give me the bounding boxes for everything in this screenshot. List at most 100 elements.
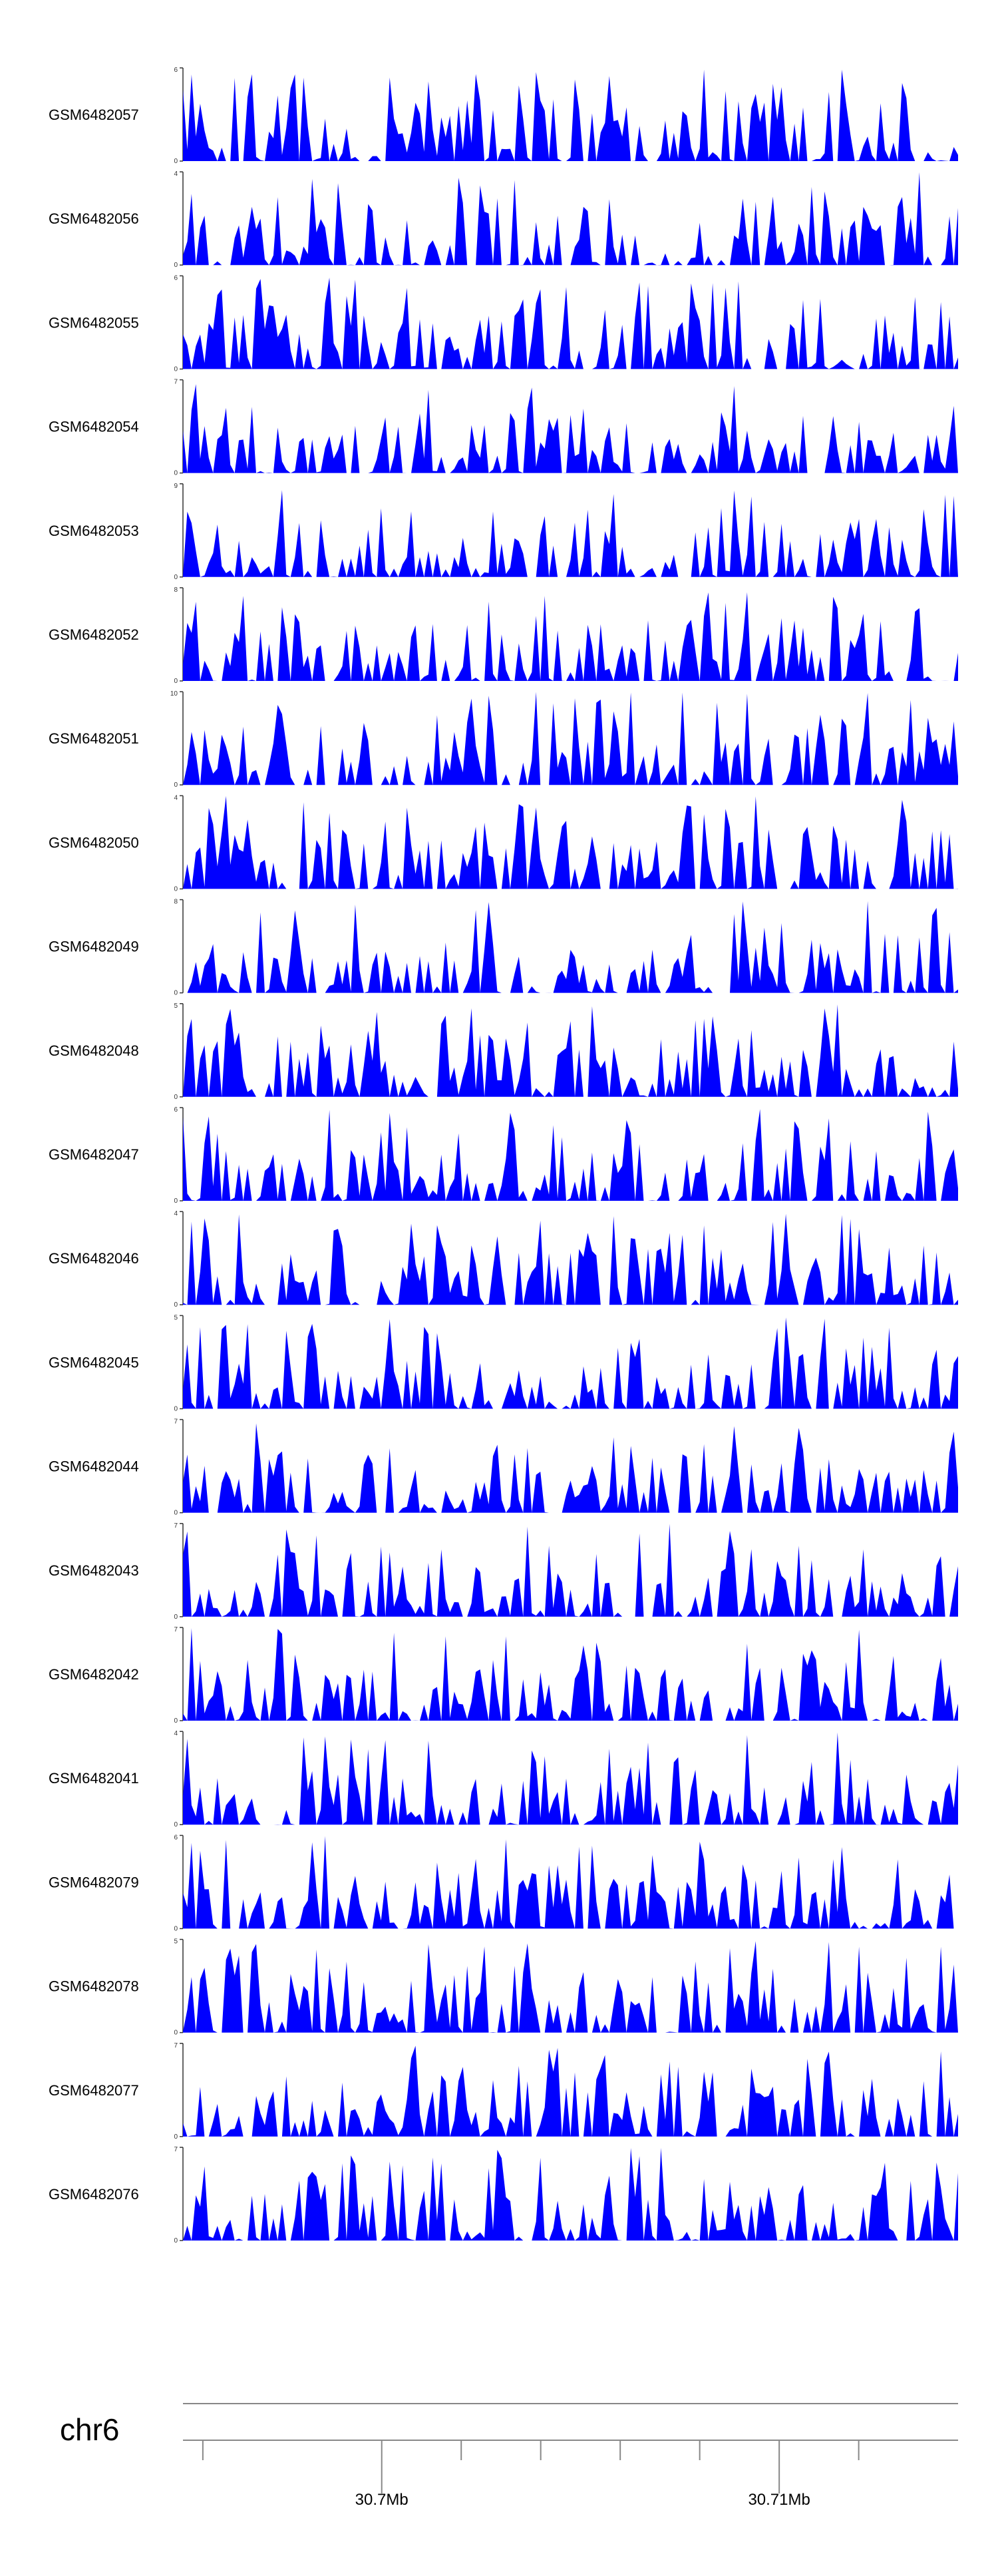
y-tick-label-max: 6 bbox=[174, 1106, 178, 1114]
coverage-area bbox=[183, 1836, 958, 1929]
track-GSM6482076: GSM6482076 7 0 bbox=[49, 2146, 958, 2245]
coverage-area bbox=[183, 490, 958, 577]
y-tick-label-max: 4 bbox=[174, 794, 178, 801]
coverage-area bbox=[183, 795, 958, 889]
y-tick-label-zero: 0 bbox=[174, 1301, 178, 1309]
y-tick-label-max: 8 bbox=[174, 586, 178, 594]
coverage-area bbox=[183, 1109, 958, 1201]
track-GSM6482049: GSM6482049 8 0 bbox=[49, 899, 958, 997]
y-tick-label-zero: 0 bbox=[174, 781, 178, 789]
track-label: GSM6482057 bbox=[49, 107, 139, 123]
y-tick-label-zero: 0 bbox=[174, 365, 178, 373]
track-GSM6482043: GSM6482043 7 0 bbox=[49, 1522, 958, 1621]
y-tick-label-max: 5 bbox=[174, 1938, 178, 1946]
track-label: GSM6482050 bbox=[49, 834, 139, 851]
y-tick-label-max: 7 bbox=[174, 2042, 178, 2049]
track-label: GSM6482049 bbox=[49, 939, 139, 955]
track-label: GSM6482056 bbox=[49, 210, 139, 227]
coverage-area bbox=[183, 592, 958, 681]
y-tick-label-max: 5 bbox=[174, 1314, 178, 1321]
track-label: GSM6482076 bbox=[49, 2186, 139, 2203]
y-tick-label-zero: 0 bbox=[174, 1925, 178, 1932]
y-tick-label-max: 7 bbox=[174, 379, 178, 386]
track-GSM6482042: GSM6482042 7 0 bbox=[49, 1626, 958, 1725]
track-GSM6482054: GSM6482054 7 0 bbox=[49, 379, 958, 477]
track-label: GSM6482045 bbox=[49, 1354, 139, 1371]
track-label: GSM6482052 bbox=[49, 626, 139, 643]
track-GSM6482057: GSM6482057 6 0 bbox=[49, 67, 958, 165]
y-tick-label-zero: 0 bbox=[174, 1613, 178, 1621]
track-GSM6482047: GSM6482047 6 0 bbox=[49, 1106, 958, 1205]
coverage-area bbox=[183, 1423, 958, 1513]
coverage-area bbox=[183, 1317, 958, 1409]
y-tick-label-max: 4 bbox=[174, 1730, 178, 1737]
coverage-area bbox=[183, 1628, 958, 1721]
y-tick-label-zero: 0 bbox=[174, 1510, 178, 1517]
y-tick-label-zero: 0 bbox=[174, 470, 178, 477]
track-label: GSM6482042 bbox=[49, 1666, 139, 1683]
coverage-area bbox=[183, 1213, 958, 1305]
y-tick-label-zero: 0 bbox=[174, 1717, 178, 1725]
track-GSM6482041: GSM6482041 4 0 bbox=[49, 1730, 958, 1828]
y-tick-label-zero: 0 bbox=[174, 262, 178, 269]
y-tick-label-zero: 0 bbox=[174, 2237, 178, 2245]
y-tick-label-max: 8 bbox=[174, 899, 178, 906]
y-tick-label-max: 5 bbox=[174, 1002, 178, 1010]
track-label: GSM6482077 bbox=[49, 2082, 139, 2099]
coverage-area bbox=[183, 384, 958, 473]
y-tick-label-zero: 0 bbox=[174, 990, 178, 997]
track-GSM6482056: GSM6482056 4 0 bbox=[49, 170, 958, 269]
genome-tick-label: 30.7Mb bbox=[355, 2491, 409, 2509]
track-label: GSM6482047 bbox=[49, 1146, 139, 1163]
y-tick-label-max: 6 bbox=[174, 67, 178, 74]
coverage-area bbox=[183, 1524, 958, 1617]
y-tick-label-max: 6 bbox=[174, 274, 178, 282]
chromosome-label: chr6 bbox=[60, 2412, 119, 2447]
track-GSM6482055: GSM6482055 6 0 bbox=[49, 274, 958, 373]
y-tick-label-zero: 0 bbox=[174, 1094, 178, 1101]
track-GSM6482077: GSM6482077 7 0 bbox=[49, 2042, 958, 2141]
y-tick-label-max: 10 bbox=[170, 690, 178, 698]
coverage-area bbox=[183, 1732, 958, 1825]
genome-tick-label: 30.71Mb bbox=[748, 2491, 810, 2509]
y-tick-label-max: 7 bbox=[174, 1626, 178, 1633]
y-tick-label-max: 4 bbox=[174, 170, 178, 178]
y-tick-label-zero: 0 bbox=[174, 1821, 178, 1828]
track-label: GSM6482054 bbox=[49, 419, 139, 435]
y-tick-label-max: 7 bbox=[174, 1522, 178, 1530]
track-label: GSM6482051 bbox=[49, 730, 139, 747]
y-tick-label-zero: 0 bbox=[174, 158, 178, 165]
track-GSM6482078: GSM6482078 5 0 bbox=[49, 1938, 958, 2037]
coverage-area bbox=[183, 692, 958, 785]
coverage-area bbox=[183, 278, 958, 369]
coverage-area bbox=[183, 2045, 958, 2137]
y-tick-label-zero: 0 bbox=[174, 1405, 178, 1412]
genome-axis: chr6 30.7Mb 30.71Mb bbox=[60, 2403, 958, 2509]
y-tick-label-zero: 0 bbox=[174, 885, 178, 893]
coverage-area bbox=[183, 2147, 958, 2241]
genome-axis-ticks: 30.7Mb 30.71Mb bbox=[202, 2440, 860, 2509]
y-tick-label-zero: 0 bbox=[174, 2030, 178, 2037]
track-GSM6482046: GSM6482046 4 0 bbox=[49, 1210, 958, 1309]
coverage-area bbox=[183, 172, 958, 266]
track-GSM6482044: GSM6482044 7 0 bbox=[49, 1418, 958, 1517]
track-label: GSM6482046 bbox=[49, 1250, 139, 1267]
track-GSM6482050: GSM6482050 4 0 bbox=[49, 794, 958, 893]
track-label: GSM6482048 bbox=[49, 1042, 139, 1059]
track-label: GSM6482043 bbox=[49, 1562, 139, 1579]
coverage-area bbox=[183, 1941, 958, 2033]
coverage-area bbox=[183, 1004, 958, 1097]
y-tick-label-zero: 0 bbox=[174, 574, 178, 581]
track-label: GSM6482079 bbox=[49, 1874, 139, 1890]
track-label: GSM6482055 bbox=[49, 314, 139, 331]
track-GSM6482053: GSM6482053 9 0 bbox=[49, 483, 958, 581]
y-tick-label-max: 4 bbox=[174, 1210, 178, 1217]
y-tick-label-zero: 0 bbox=[174, 1197, 178, 1205]
track-label: GSM6482053 bbox=[49, 523, 139, 539]
y-tick-label-max: 9 bbox=[174, 483, 178, 490]
coverage-tracks: GSM648205760GSM648205640GSM648205560GSM6… bbox=[49, 67, 958, 2245]
track-label: GSM6482044 bbox=[49, 1458, 139, 1475]
y-tick-label-zero: 0 bbox=[174, 2133, 178, 2141]
coverage-area bbox=[183, 69, 958, 161]
